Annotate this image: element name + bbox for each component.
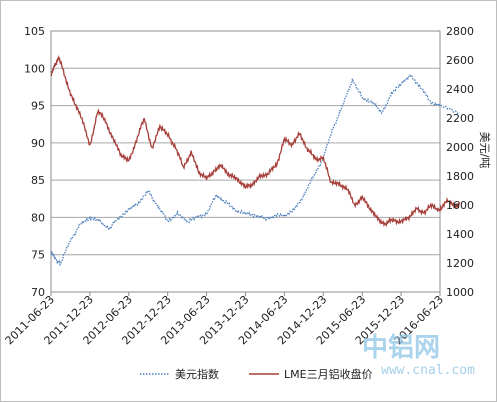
left-tick-label: 90 <box>31 137 45 150</box>
right-tick-label: 1400 <box>446 228 474 241</box>
right-tick-label: 2200 <box>446 112 474 125</box>
legend-label-lme-aluminium: LME三月铝收盘价 <box>284 367 373 381</box>
series-lme-aluminium <box>50 54 461 228</box>
series-usd-index <box>50 74 460 267</box>
left-axis-ticks: 70 75 80 85 90 95 100 105 <box>24 25 45 299</box>
plot-area-border <box>50 30 441 293</box>
right-tick-label: 1600 <box>446 199 474 212</box>
series-line-usd-index <box>50 74 460 267</box>
right-tick-label: 2800 <box>446 25 474 38</box>
grid-lines <box>51 67 440 256</box>
right-axis-ticks: 1000 1200 1400 1600 1800 2000 2200 2400 2600 2800… <box>446 25 491 299</box>
left-tick-label: 95 <box>31 100 45 113</box>
left-tick-label: 85 <box>31 174 45 187</box>
right-tick-label: 1800 <box>446 170 474 183</box>
right-tick-label: 1200 <box>446 257 474 270</box>
legend: 美元指数 LME三月铝收盘价 <box>140 367 373 381</box>
left-tick-label: 80 <box>31 211 45 224</box>
right-tick-label: 2400 <box>446 83 474 96</box>
right-axis-label: 美元/吨 <box>478 132 491 169</box>
series-line-lme-aluminium <box>50 54 461 228</box>
left-tick-label: 75 <box>31 249 45 262</box>
left-tick-label: 70 <box>31 286 45 299</box>
watermark: 中铝网 www.cnal.com <box>362 333 475 378</box>
right-tick-label: 2600 <box>446 54 474 67</box>
right-tick-label: 2000 <box>446 141 474 154</box>
watermark-url: www.cnal.com <box>381 363 475 378</box>
right-tick-label: 1000 <box>446 286 474 299</box>
legend-label-usd-index: 美元指数 <box>175 367 219 381</box>
left-tick-label: 100 <box>24 62 45 75</box>
left-tick-label: 105 <box>24 25 45 38</box>
watermark-logo-text: 中铝网 <box>362 333 440 363</box>
